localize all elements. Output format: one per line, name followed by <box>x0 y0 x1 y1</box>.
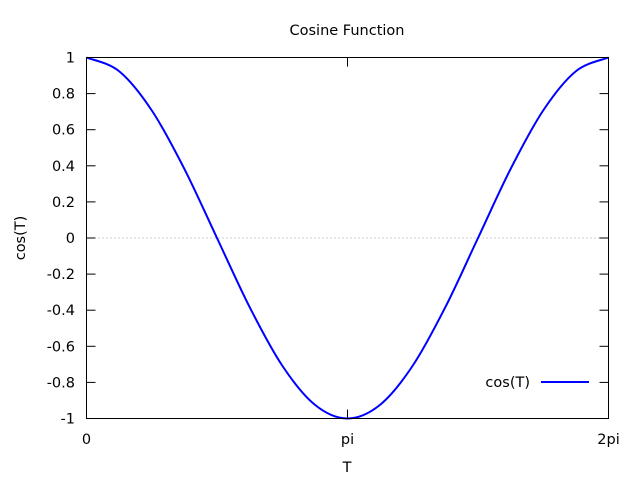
y-tick-label: 0 <box>66 231 75 247</box>
x-tick-label: 2pi <box>597 432 619 448</box>
x-tick-label: pi <box>341 432 354 448</box>
y-tick-label: -0.6 <box>47 339 75 355</box>
y-tick-label: 0.8 <box>52 87 75 103</box>
x-axis-label: T <box>342 460 352 476</box>
y-tick-label: 0.6 <box>52 123 75 139</box>
y-axis-label: cos(T) <box>13 216 29 261</box>
x-tick-label: 0 <box>82 432 91 448</box>
y-tick-label: 0.4 <box>52 159 75 175</box>
y-tick-label: 0.2 <box>52 195 75 211</box>
y-tick-label: -0.8 <box>47 375 75 391</box>
y-tick-label: -0.2 <box>47 267 75 283</box>
y-tick-label: 1 <box>66 51 75 67</box>
y-tick-label: -1 <box>61 412 75 428</box>
plot-frame <box>86 57 609 419</box>
y-tick-label: -0.4 <box>47 303 75 319</box>
chart-title: Cosine Function <box>290 23 405 39</box>
legend-label: cos(T) <box>485 375 530 391</box>
